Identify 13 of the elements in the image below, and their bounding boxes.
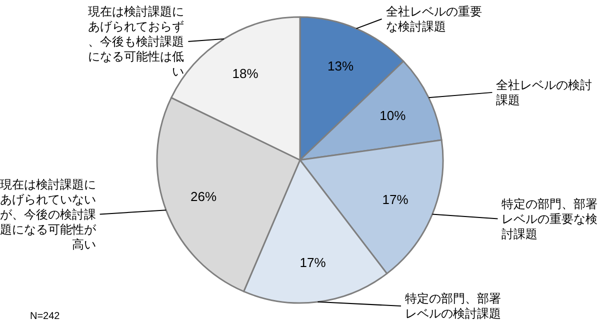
slice-label: 特定の部門、部署レベルの重要な検討課題 [502, 196, 598, 241]
data-label: 10% [380, 108, 406, 124]
data-label: 26% [190, 189, 217, 204]
slice-label: 現在は検討課題にあげられておらず、今後も検討課題になる可能性は低い [88, 4, 184, 78]
data-label: 17% [300, 255, 326, 270]
text: N=242 [30, 311, 60, 322]
data-label: 18% [232, 66, 259, 81]
data-label: 17% [382, 192, 409, 208]
slice-label: 特定の部門、部署レベルの検討課題 [405, 292, 501, 320]
slice-label: 現在は検討課題にあげられていないが、今後の検討課題になる可能性が高い [0, 177, 97, 252]
data-label: 13% [327, 58, 354, 74]
slice-label: 全社レベルの検討課題 [496, 78, 592, 107]
slice-label: 全社レベルの重要な検討課題 [386, 4, 482, 34]
